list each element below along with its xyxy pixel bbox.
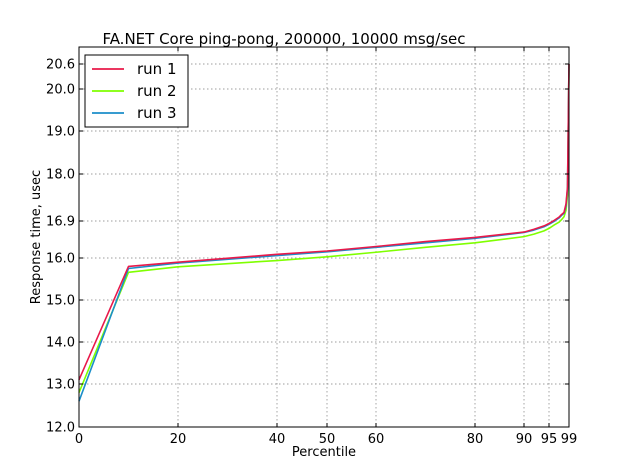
y-tick-label: 20.6: [46, 58, 75, 73]
legend: run 1 run 2 run 3: [84, 54, 189, 128]
y-tick-label: 12.0: [46, 421, 75, 436]
y-tick-label: 16.0: [46, 252, 75, 267]
x-tick-label: 90: [516, 432, 533, 447]
plot-frame: [78, 46, 570, 428]
legend-label: run 2: [137, 82, 177, 100]
series-line-run-2: [78, 63, 570, 393]
y-tick-label: 13.0: [46, 378, 75, 393]
y-tick-label: 18.0: [46, 168, 75, 183]
series-lines: [78, 63, 570, 402]
x-axis-label: Percentile: [292, 445, 356, 460]
x-tick-label: 0: [75, 432, 83, 447]
y-tick-label: 14.0: [46, 336, 75, 351]
legend-label: run 1: [137, 60, 177, 78]
y-tick-label: 19.0: [46, 125, 75, 140]
x-tick-label: 20: [170, 432, 187, 447]
chart-title: FA.NET Core ping-pong, 200000, 10000 msg…: [102, 30, 465, 48]
x-tick-label: 60: [368, 432, 385, 447]
axis-ticks: 0 20 40 50 60 80 90 95 99 12.0 13.0 14.0 15.0 16.0 16.…: [46, 47, 577, 447]
y-tick-label: 20.0: [46, 83, 75, 98]
x-tick-label: 80: [467, 432, 484, 447]
y-tick-label: 15.0: [46, 294, 75, 309]
x-tick-label: 95: [541, 432, 558, 447]
legend-label: run 3: [137, 104, 177, 122]
x-tick-label: 50: [319, 432, 336, 447]
x-tick-label: 99: [561, 432, 578, 447]
y-tick-label: 16.9: [46, 215, 75, 230]
y-axis-label: Response time, usec: [29, 170, 44, 304]
series-line-run-1: [78, 63, 570, 381]
x-tick-label: 40: [269, 432, 286, 447]
grid: [78, 47, 570, 428]
